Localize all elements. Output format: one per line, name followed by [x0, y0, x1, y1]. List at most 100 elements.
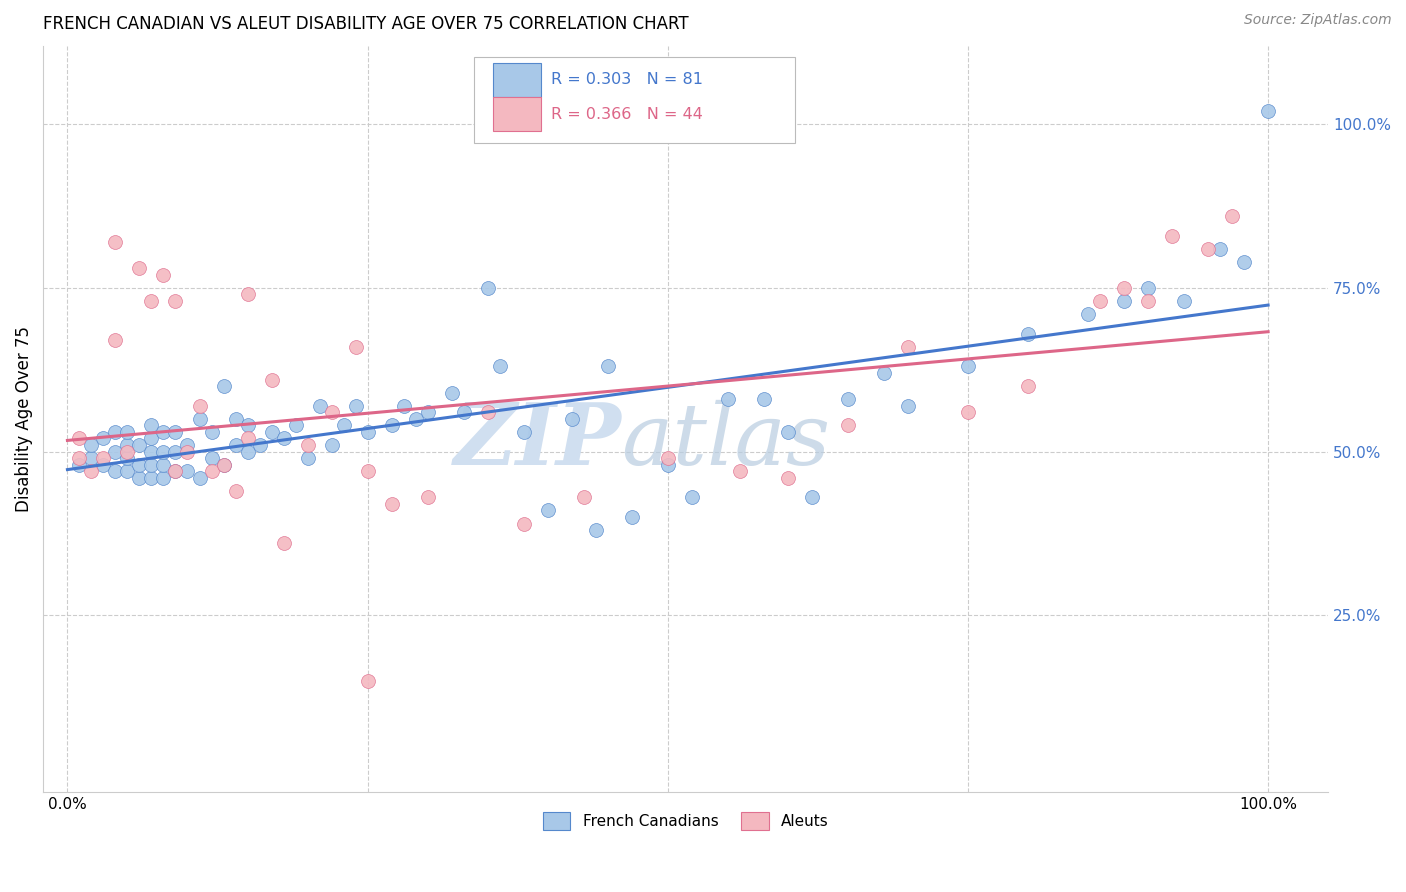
- Point: [200, 425, 222, 439]
- Point: [572, 491, 595, 505]
- Point: [141, 418, 163, 433]
- Point: [561, 412, 583, 426]
- Point: [537, 503, 560, 517]
- Point: [188, 471, 211, 485]
- Point: [381, 497, 404, 511]
- Text: R = 0.303   N = 81: R = 0.303 N = 81: [551, 72, 703, 87]
- Point: [837, 418, 859, 433]
- Point: [897, 399, 920, 413]
- Point: [776, 425, 799, 439]
- Point: [956, 405, 979, 419]
- Point: [165, 293, 187, 308]
- Point: [236, 287, 259, 301]
- Point: [356, 673, 378, 688]
- Point: [200, 451, 222, 466]
- Text: FRENCH CANADIAN VS ALEUT DISABILITY AGE OVER 75 CORRELATION CHART: FRENCH CANADIAN VS ALEUT DISABILITY AGE …: [44, 15, 689, 33]
- Point: [117, 438, 139, 452]
- Point: [776, 471, 799, 485]
- Point: [273, 536, 295, 550]
- Point: [128, 458, 150, 472]
- Point: [67, 432, 90, 446]
- Point: [321, 405, 343, 419]
- Point: [225, 438, 247, 452]
- Point: [297, 451, 319, 466]
- Point: [188, 399, 211, 413]
- Point: [512, 425, 534, 439]
- Point: [141, 471, 163, 485]
- Point: [416, 491, 439, 505]
- Point: [405, 412, 427, 426]
- Point: [117, 451, 139, 466]
- Point: [681, 491, 703, 505]
- Point: [200, 464, 222, 478]
- Point: [1088, 293, 1111, 308]
- Legend: French Canadians, Aleuts: French Canadians, Aleuts: [537, 805, 835, 837]
- Point: [165, 464, 187, 478]
- Point: [117, 464, 139, 478]
- Point: [236, 444, 259, 458]
- Point: [800, 491, 823, 505]
- Point: [249, 438, 271, 452]
- Point: [332, 418, 354, 433]
- Point: [152, 471, 174, 485]
- Point: [873, 366, 896, 380]
- Point: [104, 333, 127, 347]
- Point: [297, 438, 319, 452]
- Point: [477, 281, 499, 295]
- Point: [956, 359, 979, 374]
- Point: [356, 425, 378, 439]
- Point: [141, 458, 163, 472]
- Point: [453, 405, 475, 419]
- Point: [176, 438, 198, 452]
- Text: R = 0.366   N = 44: R = 0.366 N = 44: [551, 107, 703, 122]
- Point: [1077, 307, 1099, 321]
- Point: [477, 405, 499, 419]
- Point: [128, 471, 150, 485]
- Point: [212, 379, 235, 393]
- Point: [1017, 326, 1039, 341]
- Point: [657, 458, 679, 472]
- Point: [152, 444, 174, 458]
- Point: [344, 340, 367, 354]
- Point: [1112, 293, 1135, 308]
- Point: [152, 268, 174, 282]
- FancyBboxPatch shape: [494, 97, 540, 131]
- Point: [128, 438, 150, 452]
- Point: [752, 392, 775, 407]
- Point: [1137, 281, 1160, 295]
- Point: [236, 432, 259, 446]
- Point: [273, 432, 295, 446]
- Point: [1257, 104, 1279, 119]
- Point: [141, 444, 163, 458]
- Point: [80, 464, 103, 478]
- Point: [117, 444, 139, 458]
- Point: [165, 444, 187, 458]
- Point: [67, 451, 90, 466]
- Point: [176, 444, 198, 458]
- Point: [596, 359, 619, 374]
- Point: [152, 425, 174, 439]
- Point: [93, 458, 115, 472]
- Point: [381, 418, 404, 433]
- Point: [657, 451, 679, 466]
- Point: [141, 293, 163, 308]
- Point: [128, 261, 150, 276]
- Point: [176, 464, 198, 478]
- Point: [93, 432, 115, 446]
- Point: [260, 372, 283, 386]
- Point: [440, 385, 463, 400]
- Point: [717, 392, 740, 407]
- Point: [67, 458, 90, 472]
- Point: [165, 425, 187, 439]
- Point: [837, 392, 859, 407]
- Point: [236, 418, 259, 433]
- Point: [212, 458, 235, 472]
- Point: [104, 425, 127, 439]
- Point: [1017, 379, 1039, 393]
- Point: [165, 464, 187, 478]
- Point: [80, 451, 103, 466]
- Point: [392, 399, 415, 413]
- Point: [356, 464, 378, 478]
- Point: [1209, 242, 1232, 256]
- Point: [212, 458, 235, 472]
